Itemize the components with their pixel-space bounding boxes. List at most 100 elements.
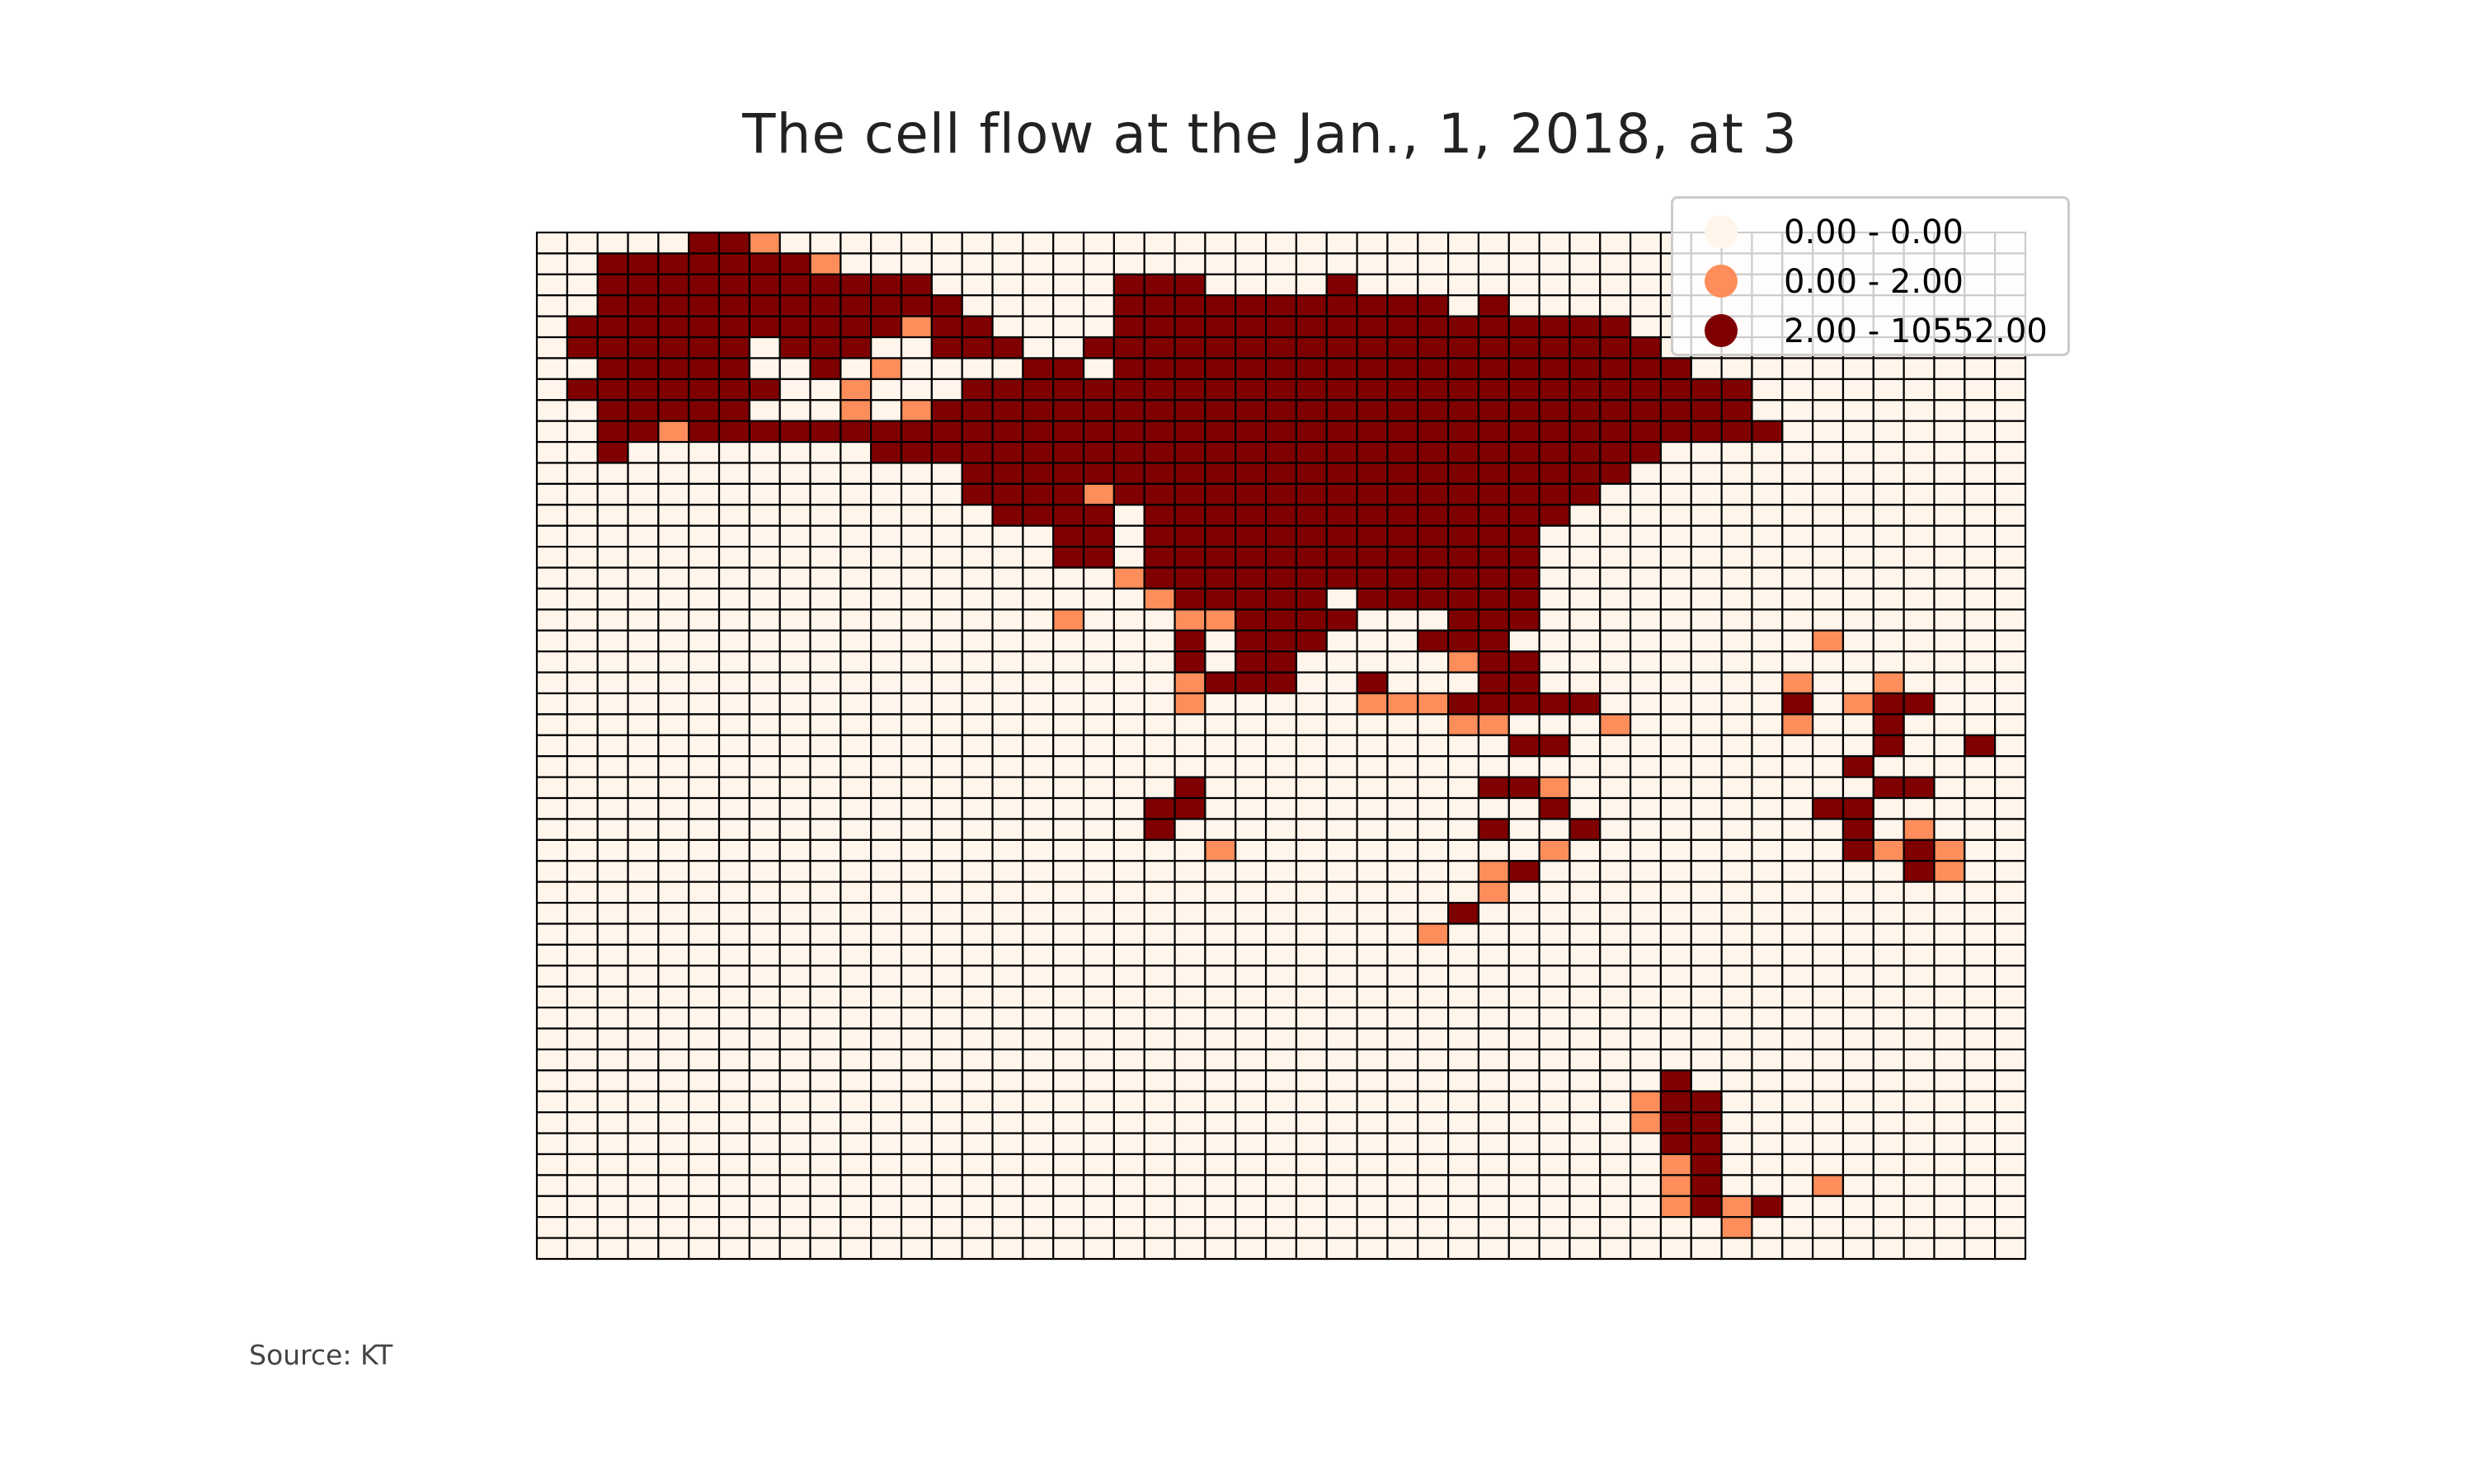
grid-cell (809, 608, 842, 632)
grid-cell (657, 923, 690, 946)
grid-cell (748, 378, 781, 402)
grid-cell (1022, 923, 1055, 946)
grid-cell (1022, 524, 1055, 548)
grid-cell (1204, 671, 1237, 695)
grid-cell (840, 1111, 872, 1134)
grid-cell (900, 1090, 933, 1114)
grid-cell (748, 1216, 781, 1239)
grid-cell (1264, 923, 1298, 946)
grid-cell (870, 608, 903, 632)
grid-cell (778, 231, 811, 255)
grid-cell (1264, 231, 1298, 255)
grid-cell (1022, 336, 1055, 359)
grid-cell (717, 1006, 750, 1030)
grid-cell (1022, 231, 1055, 255)
grid-cell (1872, 965, 1905, 988)
grid-cell (1052, 357, 1085, 380)
grid-cell (627, 231, 660, 255)
grid-cell (717, 860, 750, 883)
grid-cell (1235, 881, 1268, 904)
grid-cell (930, 818, 963, 841)
grid-cell (1994, 1153, 2027, 1176)
grid-cell (1812, 923, 1845, 946)
grid-cell (1841, 965, 1874, 988)
grid-cell (1235, 985, 1268, 1009)
grid-cell (596, 1048, 629, 1072)
grid-cell (1446, 1006, 1480, 1030)
grid-cell (900, 608, 933, 632)
grid-cell (870, 336, 903, 359)
grid-cell (991, 901, 1024, 925)
grid-cell (1417, 965, 1450, 988)
grid-cell (535, 608, 568, 632)
grid-cell (1933, 566, 1966, 590)
grid-cell (1903, 440, 1935, 464)
grid-cell (657, 608, 690, 632)
grid-cell (1903, 629, 1935, 653)
grid-cell (900, 838, 933, 862)
grid-cell (1235, 231, 1268, 255)
grid-cell (1599, 838, 1632, 862)
grid-cell (1994, 985, 2027, 1009)
grid-cell (809, 692, 842, 716)
grid-cell (809, 315, 842, 339)
grid-cell (1781, 1195, 1814, 1219)
grid-cell (991, 1090, 1024, 1114)
grid-cell (961, 923, 994, 946)
grid-cell (1022, 357, 1055, 380)
grid-cell (627, 692, 660, 716)
grid-cell (1082, 1069, 1116, 1092)
grid-cell (900, 860, 933, 883)
grid-cell (870, 881, 903, 904)
grid-cell (809, 1069, 842, 1092)
grid-cell (1356, 629, 1389, 653)
grid-cell (1659, 692, 1692, 716)
grid-cell (1325, 440, 1358, 464)
grid-cell (596, 818, 629, 841)
grid-cell (900, 923, 933, 946)
grid-cell (1446, 943, 1480, 967)
grid-cell (1569, 440, 1602, 464)
grid-cell (1112, 546, 1145, 569)
grid-cell (961, 1132, 994, 1156)
grid-cell (1417, 420, 1450, 444)
grid-cell (566, 378, 599, 402)
grid-cell (1356, 671, 1389, 695)
grid-cell (627, 1006, 660, 1030)
grid-cell (1720, 420, 1753, 444)
grid-cell (778, 1174, 811, 1197)
grid-cell (1569, 504, 1602, 527)
grid-cell (1325, 1006, 1358, 1030)
grid-cell (778, 1090, 811, 1114)
grid-cell (1872, 1069, 1905, 1092)
grid-cell (1812, 378, 1845, 402)
grid-cell (1599, 985, 1632, 1009)
grid-cell (778, 1027, 811, 1051)
grid-cell (1507, 755, 1540, 778)
grid-cell (1872, 755, 1905, 778)
grid-cell (1386, 357, 1419, 380)
grid-cell (1264, 943, 1298, 967)
grid-cell (1112, 860, 1145, 883)
grid-cell (1507, 713, 1540, 736)
grid-cell (840, 838, 872, 862)
grid-cell (1994, 629, 2027, 653)
grid-cell (596, 734, 629, 758)
grid-cell (840, 357, 872, 380)
grid-cell (1446, 608, 1480, 632)
grid-cell (535, 1195, 568, 1219)
grid-cell (1933, 378, 1966, 402)
grid-cell (1964, 943, 1997, 967)
grid-cell (1446, 1153, 1480, 1176)
grid-cell (991, 587, 1024, 611)
grid-cell (657, 566, 690, 590)
grid-cell (1903, 1216, 1935, 1239)
grid-cell (1903, 378, 1935, 402)
grid-cell (1841, 755, 1874, 778)
grid-cell (596, 692, 629, 716)
grid-cell (1235, 943, 1268, 967)
grid-cell (1112, 1174, 1145, 1197)
grid-cell (1204, 608, 1237, 632)
grid-cell (778, 943, 811, 967)
grid-cell (1386, 1111, 1419, 1134)
